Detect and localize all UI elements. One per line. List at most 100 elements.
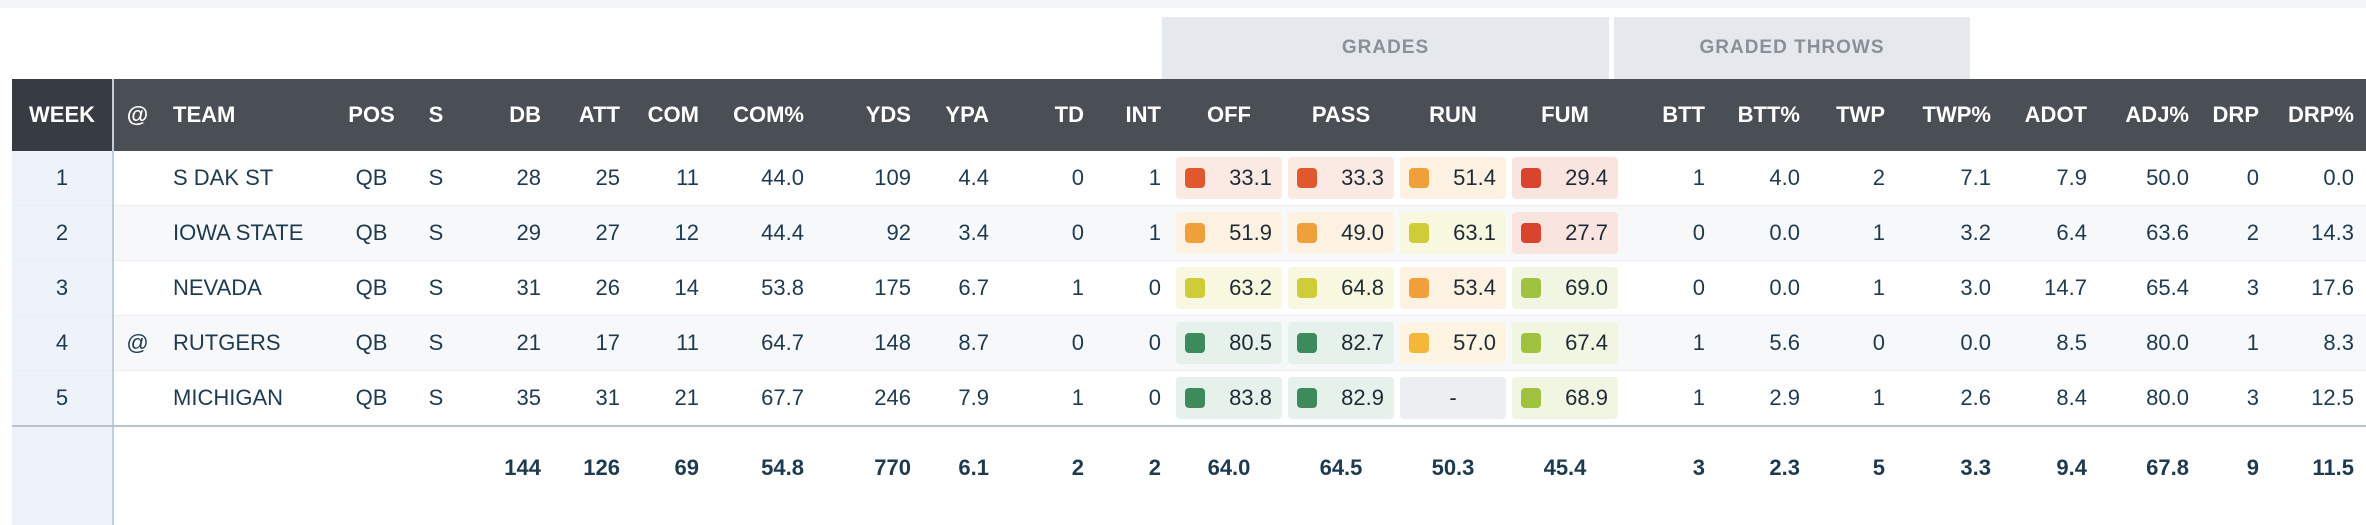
grade-color-swatch-icon [1409,278,1429,298]
grade-color-swatch-icon [1185,388,1205,408]
graded-throws-group-header: GRADED THROWS [1614,17,1970,79]
col-header-att[interactable]: ATT [553,79,632,151]
fum-grade-cell: 29.4 [1509,151,1621,206]
total-run: 50.3 [1397,441,1509,495]
col-header-at[interactable]: @ [113,79,161,151]
col-header-s[interactable]: S [406,79,466,151]
total-ypa: 6.1 [923,441,1001,495]
twp-cell: 1 [1812,370,1897,427]
at-cell [113,151,161,206]
col-header-adj-pct[interactable]: ADJ% [2099,79,2201,151]
col-header-pos[interactable]: POS [337,79,406,151]
at-cell [113,370,161,427]
col-header-run[interactable]: RUN [1397,79,1509,151]
col-header-fum[interactable]: FUM [1509,79,1621,151]
ypa-cell: 7.9 [923,370,1001,427]
col-header-btt[interactable]: BTT [1621,79,1717,151]
grade-color-swatch-icon [1297,168,1317,188]
db-cell: 35 [466,370,553,427]
grade-color-swatch-icon [1521,388,1541,408]
btt-cell: 1 [1621,370,1717,427]
total-yds: 770 [816,441,923,495]
col-header-drp[interactable]: DRP [2201,79,2271,151]
table-row[interactable]: 4 @ RUTGERS QB S 21 17 11 64.7 148 8.7 0 0 80.5 82.7 57… [12,315,2366,371]
td-cell: 0 [1001,205,1096,261]
s-cell: S [406,370,466,427]
off-grade-cell: 51.9 [1173,205,1285,261]
col-header-team[interactable]: TEAM [161,79,337,151]
off-grade-cell: 33.1 [1173,151,1285,206]
total-adot: 9.4 [2003,441,2099,495]
twp-pct-cell: 3.0 [1897,260,2003,316]
adot-cell: 14.7 [2003,260,2099,316]
table-row[interactable]: 2 IOWA STATE QB S 29 27 12 44.4 92 3.4 0 1 51.9 49.0 6… [12,205,2366,261]
col-header-td[interactable]: TD [1001,79,1096,151]
off-grade-value: 63.2 [1229,275,1272,300]
twp-pct-cell: 7.1 [1897,151,2003,206]
ypa-cell: 3.4 [923,205,1001,261]
off-grade-badge: 63.2 [1176,267,1282,309]
run-grade-cell: 63.1 [1397,205,1509,261]
run-grade-cell: 57.0 [1397,315,1509,371]
col-header-week[interactable]: WEEK [12,79,114,151]
twp-cell: 0 [1812,315,1897,371]
team-link[interactable]: RUTGERS [161,315,337,371]
team-link[interactable]: S DAK ST [161,151,337,206]
drp-cell: 3 [2201,260,2271,316]
fum-grade-cell: 67.4 [1509,315,1621,371]
col-header-db[interactable]: DB [466,79,553,151]
pass-grade-badge: 49.0 [1288,212,1394,254]
off-grade-cell: 80.5 [1173,315,1285,371]
col-header-twp[interactable]: TWP [1812,79,1897,151]
adot-cell: 7.9 [2003,151,2099,206]
at-cell: @ [113,315,161,371]
td-cell: 0 [1001,151,1096,206]
col-header-twp-pct[interactable]: TWP% [1897,79,2003,151]
drp-pct-cell: 8.3 [2271,315,2366,371]
com-cell: 11 [632,151,711,206]
table-row[interactable]: 3 NEVADA QB S 31 26 14 53.8 175 6.7 1 0 63.2 64.8 53.4… [12,260,2366,316]
drp-cell: 1 [2201,315,2271,371]
col-header-com[interactable]: COM [632,79,711,151]
total-btt: 3 [1621,441,1717,495]
team-link[interactable]: MICHIGAN [161,370,337,427]
col-header-com-pct[interactable]: COM% [711,79,816,151]
col-header-off[interactable]: OFF [1173,79,1285,151]
pass-grade-cell: 82.7 [1285,315,1397,371]
team-link[interactable]: IOWA STATE [161,205,337,261]
drp-pct-cell: 12.5 [2271,370,2366,427]
yds-cell: 109 [816,151,923,206]
fum-grade-badge: 68.9 [1512,377,1618,419]
pass-grade-value: 33.3 [1341,165,1384,190]
twp-cell: 1 [1812,205,1897,261]
table-row[interactable]: 5 MICHIGAN QB S 35 31 21 67.7 246 7.9 1 0 83.8 82.9-6… [12,370,2366,427]
col-header-adot[interactable]: ADOT [2003,79,2099,151]
com-pct-cell: 64.7 [711,315,816,371]
adot-cell: 6.4 [2003,205,2099,261]
col-header-ypa[interactable]: YPA [923,79,1001,151]
team-link[interactable]: NEVADA [161,260,337,316]
col-header-btt-pct[interactable]: BTT% [1717,79,1812,151]
total-fum: 45.4 [1509,441,1621,495]
col-header-yds[interactable]: YDS [816,79,923,151]
col-header-drp-pct[interactable]: DRP% [2271,79,2366,151]
grade-color-swatch-icon [1185,168,1205,188]
com-pct-cell: 44.4 [711,205,816,261]
pass-grade-badge: 33.3 [1288,157,1394,199]
pass-grade-cell: 49.0 [1285,205,1397,261]
col-header-pass[interactable]: PASS [1285,79,1397,151]
grade-color-swatch-icon [1521,223,1541,243]
btt-cell: 1 [1621,315,1717,371]
total-off: 64.0 [1173,441,1285,495]
week-cell: 4 [12,315,114,371]
yds-cell: 175 [816,260,923,316]
ypa-cell: 4.4 [923,151,1001,206]
com-pct-cell: 67.7 [711,370,816,427]
td-cell: 1 [1001,260,1096,316]
fum-grade-value: 69.0 [1565,275,1608,300]
int-cell: 0 [1096,370,1173,427]
int-cell: 0 [1096,260,1173,316]
col-header-int[interactable]: INT [1096,79,1173,151]
twp-pct-cell: 0.0 [1897,315,2003,371]
